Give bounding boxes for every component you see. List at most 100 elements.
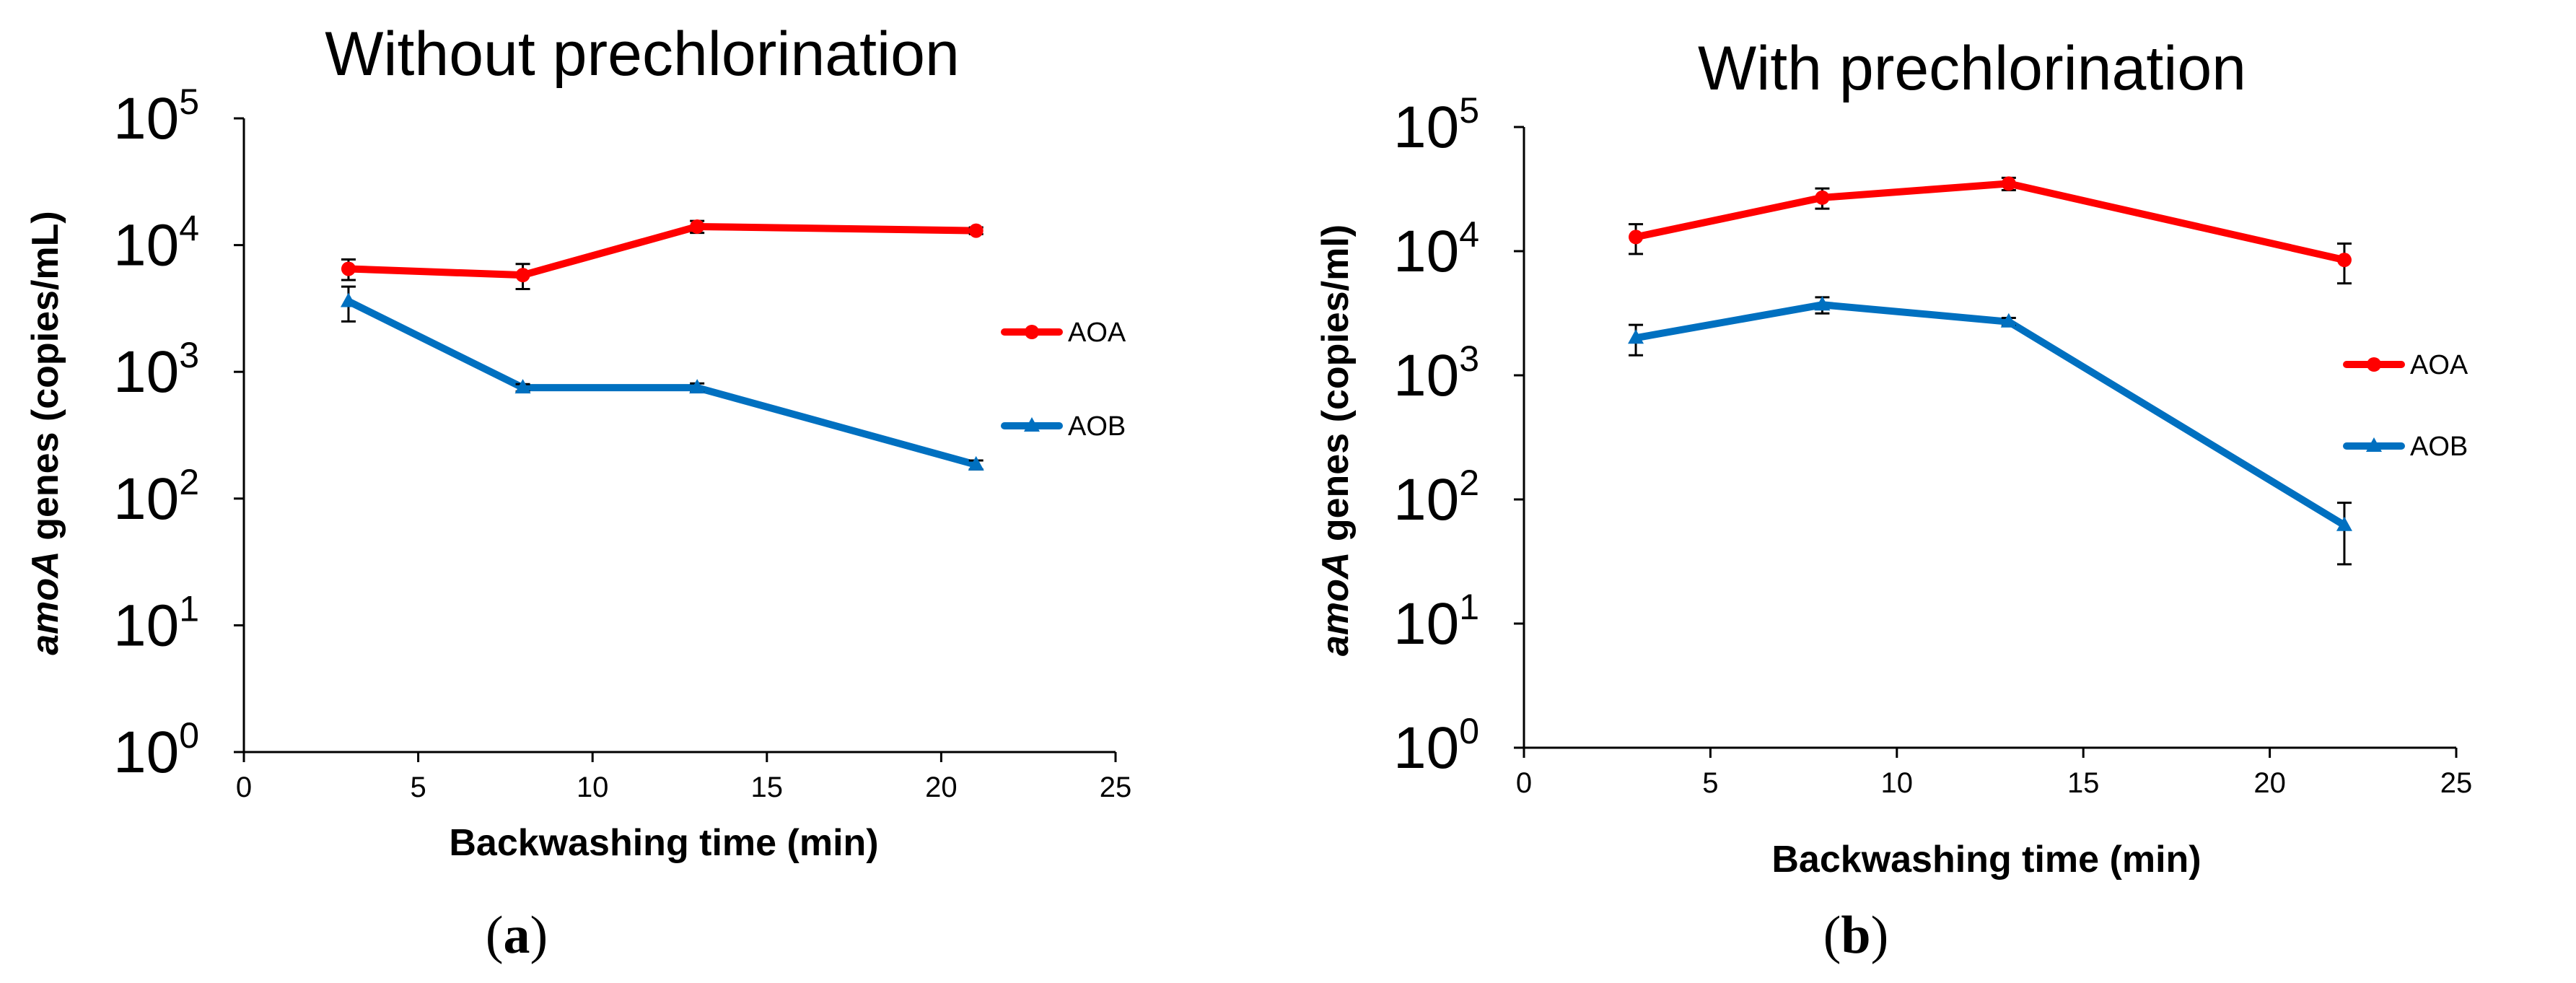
series-line-aoa bbox=[1632, 180, 2348, 264]
panel-label-letter: b bbox=[1841, 906, 1870, 965]
y-tick-base: 10 bbox=[1393, 715, 1459, 781]
panel-a: Without prechlorination10010110210310410… bbox=[25, 19, 1131, 965]
y-tick-exponent: 2 bbox=[1459, 463, 1479, 503]
y-tick-label: 103 bbox=[1393, 338, 1479, 409]
y-tick-exponent: 3 bbox=[1459, 338, 1479, 379]
y-tick-label: 102 bbox=[113, 462, 199, 532]
y-tick-exponent: 4 bbox=[1459, 214, 1479, 255]
y-tick-label: 101 bbox=[1393, 587, 1479, 657]
panel-label: (a) bbox=[486, 906, 548, 965]
data-point-aoa bbox=[2336, 253, 2352, 268]
y-tick-base: 10 bbox=[113, 339, 179, 405]
series-aoa bbox=[1629, 176, 2352, 285]
data-point-aob bbox=[2000, 313, 2017, 328]
y-tick-exponent: 2 bbox=[179, 462, 199, 502]
data-point-aoa bbox=[690, 219, 705, 234]
legend-label: AOB bbox=[2410, 432, 2468, 462]
data-point-aoa bbox=[341, 261, 356, 276]
panel-label-letter: a bbox=[504, 906, 530, 965]
legend-item-aoa: AOA bbox=[1001, 318, 1126, 348]
y-axis-label-rest: genes (copies/ml) bbox=[1315, 224, 1357, 552]
y-tick-base: 10 bbox=[113, 86, 179, 152]
data-point-aoa bbox=[515, 268, 530, 283]
y-tick-base: 10 bbox=[113, 720, 179, 785]
x-tick-label: 15 bbox=[751, 772, 784, 803]
x-tick-label: 20 bbox=[2253, 767, 2286, 799]
y-tick-label: 103 bbox=[113, 335, 199, 405]
legend-marker-circle bbox=[2367, 357, 2381, 372]
data-point-aob bbox=[1814, 296, 1831, 311]
y-tick-base: 10 bbox=[113, 593, 179, 658]
data-point-aoa bbox=[1629, 230, 1644, 245]
legend-label: AOA bbox=[2410, 350, 2468, 380]
data-point-aob bbox=[968, 455, 984, 471]
data-point-aoa bbox=[1815, 190, 1830, 205]
y-tick-base: 10 bbox=[1393, 95, 1459, 160]
data-point-aoa bbox=[2001, 176, 2016, 191]
y-tick-base: 10 bbox=[1393, 467, 1459, 533]
y-tick-label: 101 bbox=[113, 588, 199, 658]
y-tick-base: 10 bbox=[1393, 591, 1459, 657]
y-tick-label: 100 bbox=[1393, 711, 1479, 781]
x-axis-label: Backwashing time (min) bbox=[449, 822, 878, 864]
y-tick-exponent: 5 bbox=[179, 82, 199, 122]
x-tick-label: 10 bbox=[577, 772, 609, 803]
x-tick-label: 10 bbox=[1881, 767, 1914, 799]
panel-label-open: ( bbox=[486, 906, 504, 965]
y-tick-exponent: 0 bbox=[179, 715, 199, 756]
panel-label: (b) bbox=[1823, 906, 1888, 965]
chart-title: With prechlorination bbox=[1698, 34, 2246, 103]
y-tick-exponent: 3 bbox=[179, 335, 199, 375]
y-tick-label: 105 bbox=[113, 82, 199, 152]
x-tick-label: 5 bbox=[410, 772, 426, 803]
legend-item-aob: AOB bbox=[2343, 432, 2468, 462]
y-tick-label: 100 bbox=[113, 715, 199, 785]
y-tick-label: 102 bbox=[1393, 463, 1479, 533]
y-tick-base: 10 bbox=[113, 466, 179, 532]
series-aob bbox=[340, 285, 984, 471]
data-point-aob bbox=[514, 379, 531, 394]
series-line-aoa bbox=[344, 222, 980, 279]
y-tick-base: 10 bbox=[113, 213, 179, 279]
y-axis-label: amoA genes (copies/ml) bbox=[1315, 224, 1357, 656]
data-point-aob bbox=[689, 379, 706, 394]
x-tick-label: 25 bbox=[2440, 767, 2473, 799]
y-tick-base: 10 bbox=[1393, 343, 1459, 409]
data-point-aob bbox=[1628, 329, 1644, 344]
legend-label: AOB bbox=[1068, 411, 1126, 442]
panel-label-open: ( bbox=[1823, 906, 1841, 965]
data-point-aob bbox=[340, 292, 356, 307]
legend-marker-triangle bbox=[1024, 417, 1040, 432]
y-axis-label-italic: amoA bbox=[1315, 552, 1357, 656]
legend-marker-triangle bbox=[2366, 437, 2382, 452]
panel-label-close: ) bbox=[1871, 906, 1889, 965]
x-tick-label: 5 bbox=[1702, 767, 1718, 799]
legend-marker-circle bbox=[1025, 325, 1039, 339]
series-line-aob bbox=[1632, 301, 2348, 529]
panel-label-close: ) bbox=[530, 906, 548, 965]
y-tick-label: 104 bbox=[1393, 214, 1479, 284]
series-line-aob bbox=[344, 297, 980, 468]
x-axis-label: Backwashing time (min) bbox=[1771, 839, 2201, 881]
y-tick-exponent: 0 bbox=[1459, 711, 1479, 751]
y-tick-base: 10 bbox=[1393, 219, 1459, 284]
legend-item-aoa: AOA bbox=[2343, 350, 2468, 380]
data-point-aoa bbox=[968, 223, 983, 238]
y-tick-exponent: 4 bbox=[179, 209, 199, 249]
x-tick-label: 15 bbox=[2067, 767, 2100, 799]
legend-item-aob: AOB bbox=[1001, 411, 1126, 442]
x-tick-label: 0 bbox=[236, 772, 252, 803]
y-tick-exponent: 5 bbox=[1459, 90, 1479, 131]
chart-title: Without prechlorination bbox=[325, 19, 960, 89]
legend-label: AOA bbox=[1068, 318, 1126, 348]
x-tick-label: 25 bbox=[1100, 772, 1132, 803]
y-axis-label-rest: genes (copies/mL) bbox=[25, 211, 66, 551]
y-tick-exponent: 1 bbox=[1459, 587, 1479, 627]
y-tick-label: 104 bbox=[113, 209, 199, 279]
y-tick-label: 105 bbox=[1393, 90, 1479, 160]
x-tick-label: 20 bbox=[925, 772, 958, 803]
y-axis-label-italic: amoA bbox=[25, 551, 66, 655]
data-point-aob bbox=[2336, 516, 2352, 531]
